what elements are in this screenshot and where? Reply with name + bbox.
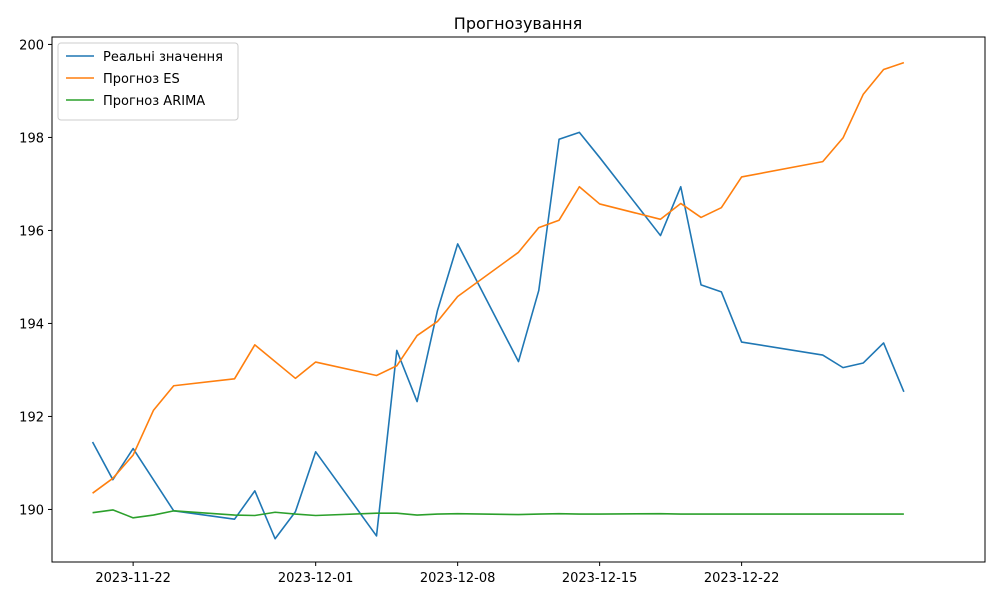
series-line-3 (92, 509, 904, 519)
y-tick-label: 194 (19, 317, 44, 332)
x-tick-label: 2023-11-22 (95, 571, 171, 586)
y-tick-label: 190 (19, 503, 44, 518)
y-tick-label: 196 (19, 224, 44, 239)
axes: 2023-11-22 2023-12-01 2023-12-08 2023-12-15… (19, 36, 986, 586)
legend-box (57, 42, 239, 121)
series-line-1 (91, 131, 905, 540)
x-tick-label: 2023-12-01 (278, 571, 354, 586)
x-tick-label: 2023-12-15 (562, 571, 638, 586)
legend-label: Прогноз ES (103, 72, 180, 87)
y-tick-label: 200 (19, 38, 44, 53)
legend: Реальні значення Прогноз ES Прогноз ARIMA (57, 42, 239, 121)
y-tick-label: 198 (19, 131, 44, 146)
y-tick-label: 192 (19, 410, 44, 425)
plot-frame (51, 36, 986, 563)
legend-label: Прогноз ARIMA (103, 94, 205, 109)
x-tick-label: 2023-12-22 (704, 571, 780, 586)
x-tick-label: 2023-12-08 (420, 571, 496, 586)
chart-title: Прогнозування (454, 14, 582, 33)
series-lines (91, 61, 905, 540)
legend-label: Реальні значення (103, 50, 223, 65)
series-line-2 (92, 61, 905, 494)
